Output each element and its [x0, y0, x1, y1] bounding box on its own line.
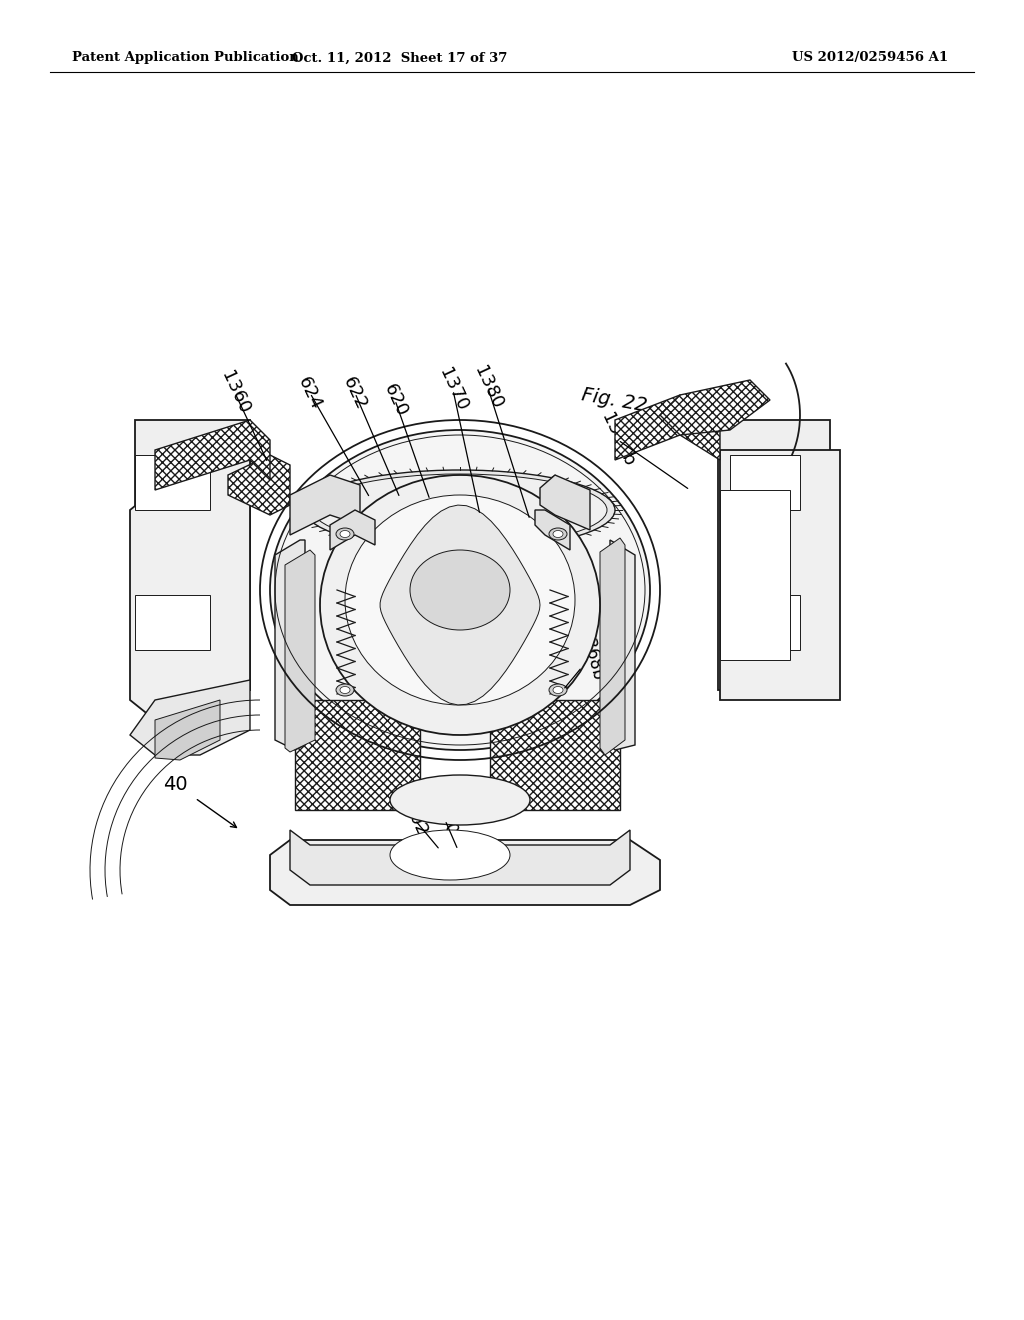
Ellipse shape	[305, 470, 615, 550]
Text: 1370: 1370	[435, 366, 471, 414]
Polygon shape	[290, 475, 360, 535]
Polygon shape	[720, 450, 840, 700]
Polygon shape	[155, 700, 220, 760]
Polygon shape	[540, 475, 590, 531]
Text: 600: 600	[430, 801, 461, 840]
Text: Patent Application Publication: Patent Application Publication	[72, 51, 299, 65]
Polygon shape	[275, 540, 305, 750]
Text: 624: 624	[295, 374, 326, 412]
Ellipse shape	[270, 430, 650, 750]
Text: 602: 602	[399, 801, 430, 840]
Polygon shape	[730, 455, 800, 510]
Ellipse shape	[390, 775, 530, 825]
Ellipse shape	[390, 830, 510, 880]
Text: Oct. 11, 2012  Sheet 17 of 37: Oct. 11, 2012 Sheet 17 of 37	[292, 51, 508, 65]
Ellipse shape	[553, 686, 563, 693]
Polygon shape	[610, 540, 635, 750]
Polygon shape	[228, 455, 290, 515]
Polygon shape	[720, 430, 820, 680]
Polygon shape	[135, 420, 250, 690]
Polygon shape	[135, 455, 210, 510]
Ellipse shape	[313, 474, 607, 546]
Polygon shape	[720, 430, 820, 680]
Polygon shape	[135, 595, 210, 649]
Polygon shape	[718, 420, 830, 690]
Text: US 2012/0259456 A1: US 2012/0259456 A1	[792, 51, 948, 65]
Ellipse shape	[340, 686, 350, 693]
Polygon shape	[720, 490, 790, 660]
Polygon shape	[130, 680, 250, 755]
Polygon shape	[600, 539, 625, 755]
Ellipse shape	[549, 528, 567, 540]
Text: 1364b: 1364b	[598, 411, 638, 470]
Polygon shape	[720, 455, 790, 520]
Polygon shape	[290, 830, 630, 884]
Ellipse shape	[340, 531, 350, 537]
Ellipse shape	[553, 531, 563, 537]
Text: 622: 622	[340, 374, 371, 412]
Polygon shape	[535, 510, 570, 550]
Polygon shape	[660, 380, 770, 436]
Text: 40: 40	[163, 776, 187, 795]
Ellipse shape	[336, 684, 354, 696]
Polygon shape	[295, 700, 420, 810]
Ellipse shape	[345, 495, 575, 705]
Ellipse shape	[549, 684, 567, 696]
Polygon shape	[285, 550, 315, 752]
Ellipse shape	[410, 550, 510, 630]
Polygon shape	[380, 506, 540, 705]
Text: Fig. 22: Fig. 22	[580, 385, 648, 414]
Polygon shape	[130, 450, 250, 719]
Text: 620: 620	[380, 380, 411, 420]
Text: 1368b: 1368b	[575, 627, 606, 682]
Text: 1380: 1380	[470, 363, 506, 412]
Polygon shape	[330, 510, 375, 550]
Ellipse shape	[319, 475, 600, 735]
Polygon shape	[155, 420, 270, 490]
Polygon shape	[720, 590, 790, 649]
Ellipse shape	[336, 528, 354, 540]
Polygon shape	[270, 840, 660, 906]
Polygon shape	[730, 595, 800, 649]
Polygon shape	[615, 395, 720, 459]
Text: 1360: 1360	[217, 368, 253, 417]
Polygon shape	[490, 700, 620, 810]
